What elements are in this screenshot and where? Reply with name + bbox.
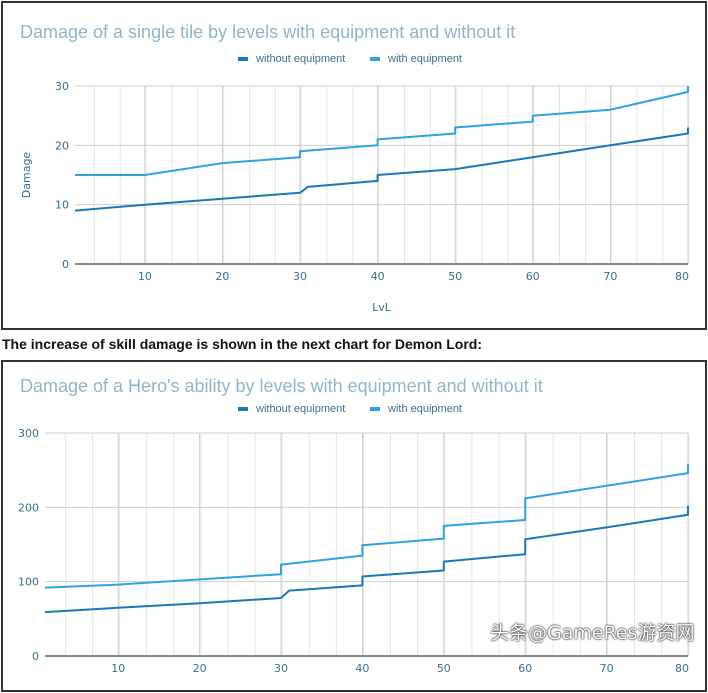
y-tick-label: 300	[18, 427, 39, 440]
y-axis-label: Damage	[20, 152, 33, 199]
x-tick-label: 60	[526, 270, 540, 283]
x-tick-label: 40	[371, 270, 385, 283]
x-tick-label: 80	[675, 270, 689, 283]
x-tick-label: 30	[293, 270, 307, 283]
y-tick-label: 100	[18, 576, 39, 589]
caption-text: The increase of skill damage is shown in…	[2, 336, 482, 352]
x-tick-label: 40	[355, 662, 369, 675]
legend-swatch-without	[238, 407, 248, 411]
legend-swatch-with	[370, 407, 380, 411]
x-tick-label: 20	[215, 270, 229, 283]
x-tick-label: 50	[448, 270, 462, 283]
x-tick-label: 30	[274, 662, 288, 675]
x-tick-label: 70	[603, 270, 617, 283]
series-line-without	[74, 127, 689, 212]
y-tick-label: 0	[62, 258, 69, 271]
x-tick-label: 70	[600, 662, 614, 675]
legend-label-with: with equipment	[387, 53, 462, 65]
x-axis-label: LvL	[372, 301, 392, 314]
y-tick-label: 10	[55, 199, 69, 212]
legend-label-with: with equipment	[387, 403, 462, 415]
x-tick-label: 10	[138, 270, 152, 283]
series-line-without	[44, 505, 689, 614]
y-tick-label: 200	[18, 501, 39, 514]
y-tick-label: 30	[55, 80, 69, 93]
x-tick-label: 10	[111, 662, 125, 675]
legend-label-without: without equipment	[255, 53, 345, 65]
legend-swatch-with	[370, 57, 380, 61]
legend-label-without: without equipment	[255, 403, 345, 415]
chart-title: Damage of a single tile by levels with e…	[20, 22, 515, 42]
watermark: 头条@GameRes游资网	[490, 622, 695, 644]
y-tick-label: 0	[32, 650, 39, 663]
chart-single-tile-damage	[1, 1, 707, 330]
chart-title: Damage of a Hero's ability by levels wit…	[20, 376, 543, 396]
x-tick-label: 20	[193, 662, 207, 675]
legend-swatch-without	[238, 57, 248, 61]
series-line-with	[44, 464, 689, 589]
x-tick-label: 60	[518, 662, 532, 675]
y-tick-label: 20	[55, 139, 69, 152]
series-line-with	[75, 86, 689, 176]
x-tick-label: 50	[437, 662, 451, 675]
x-tick-label: 80	[675, 662, 689, 675]
